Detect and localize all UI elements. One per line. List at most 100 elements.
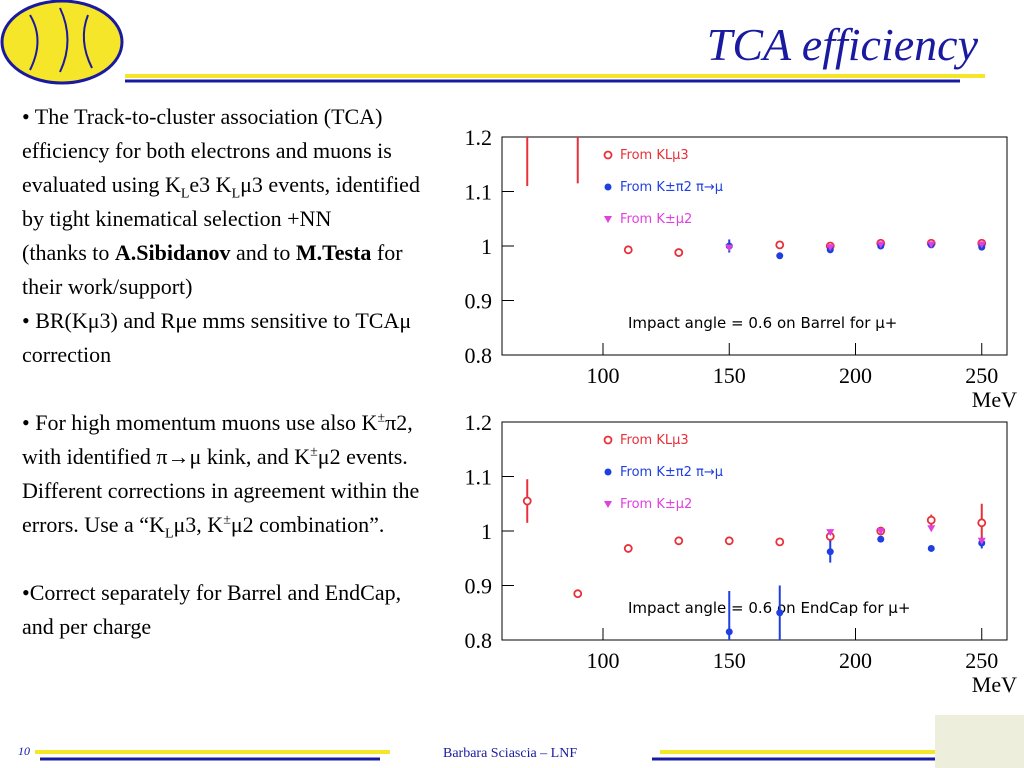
x-axis-label: MeV bbox=[972, 387, 1017, 410]
legend-marker bbox=[604, 183, 612, 191]
point bbox=[776, 252, 784, 260]
text: μ3, K bbox=[173, 512, 224, 537]
point bbox=[876, 528, 885, 535]
y-tick-label: 0.8 bbox=[465, 628, 493, 653]
point bbox=[573, 589, 583, 599]
x-tick-label: 200 bbox=[839, 648, 872, 673]
text: μ2 combination”. bbox=[230, 512, 385, 537]
legend-swatch bbox=[604, 501, 612, 508]
legend-label: From K±μ2 bbox=[620, 212, 692, 227]
point bbox=[776, 609, 784, 617]
text: A.Sibidanov bbox=[114, 240, 231, 265]
legend-marker bbox=[604, 216, 612, 223]
text: ± bbox=[377, 410, 386, 426]
y-tick-label: 1.1 bbox=[465, 180, 493, 205]
y-tick-label: 1.2 bbox=[465, 410, 493, 435]
legend-marker bbox=[603, 435, 613, 445]
point bbox=[623, 245, 633, 255]
legend-swatch bbox=[603, 150, 613, 160]
legend-swatch bbox=[604, 216, 612, 223]
text: • For high momentum muons use also K bbox=[22, 410, 378, 435]
text: μ2 events. Different corrections in agre… bbox=[22, 444, 420, 537]
point bbox=[674, 536, 684, 546]
legend-marker bbox=[603, 150, 613, 160]
text: π2, with identified π→μ kink, and K bbox=[22, 410, 413, 469]
text: • BR(Kμ3) and Rμe mms sensitive to TCAμ … bbox=[22, 308, 412, 367]
legend-marker bbox=[604, 468, 612, 476]
legend-item: From KLμ3 bbox=[603, 433, 689, 448]
point bbox=[775, 240, 785, 250]
text: for their work/support) bbox=[22, 240, 403, 299]
text: L bbox=[231, 186, 241, 202]
point bbox=[725, 244, 734, 252]
point bbox=[826, 548, 834, 556]
x-tick-label: 150 bbox=[713, 363, 746, 388]
point bbox=[826, 244, 835, 252]
legend-label: From K±μ2 bbox=[620, 497, 692, 512]
point bbox=[876, 241, 885, 249]
text: ± bbox=[310, 444, 318, 460]
legend-label: From KLμ3 bbox=[620, 433, 689, 448]
text: (thanks to bbox=[22, 240, 115, 265]
bullet: (thanks to A.Sibidanov and to M.Testa fo… bbox=[22, 236, 432, 304]
plot-area bbox=[526, 137, 987, 260]
x-axis-label: MeV bbox=[972, 672, 1017, 695]
y-tick-label: 1 bbox=[481, 519, 492, 544]
corner-image bbox=[935, 715, 1024, 768]
x-tick-label: 100 bbox=[587, 648, 620, 673]
x-tick-label: 100 bbox=[587, 363, 620, 388]
text: and to bbox=[230, 240, 296, 265]
y-tick-label: 1.2 bbox=[465, 125, 493, 150]
text: e3 K bbox=[189, 172, 232, 197]
x-tick-label: 150 bbox=[713, 648, 746, 673]
legend-swatch bbox=[604, 468, 612, 476]
plot-area bbox=[522, 479, 987, 640]
annotation: Impact angle = 0.6 on Barrel for μ+ bbox=[628, 314, 897, 332]
point bbox=[927, 525, 936, 533]
page-number: 10 bbox=[18, 744, 30, 758]
logo bbox=[0, 0, 124, 85]
logo-art bbox=[29, 7, 93, 73]
text: μ3 events, identified by tight kinematic… bbox=[22, 172, 420, 231]
bullet: • BR(Kμ3) and Rμe mms sensitive to TCAμ … bbox=[22, 304, 432, 372]
point bbox=[977, 537, 986, 545]
legend-item: From K±μ2 bbox=[604, 212, 692, 227]
point bbox=[927, 544, 935, 552]
text: L bbox=[164, 526, 174, 542]
x-tick-label: 200 bbox=[839, 363, 872, 388]
text: •Correct separately for Barrel and EndCa… bbox=[22, 580, 402, 639]
point bbox=[674, 248, 684, 257]
footer-author: Barbara Sciascia – LNF bbox=[443, 746, 578, 761]
legend-label: From KLμ3 bbox=[620, 148, 689, 163]
point bbox=[926, 515, 936, 525]
text: L bbox=[180, 186, 190, 202]
y-tick-label: 1.1 bbox=[465, 465, 493, 490]
legend-swatch bbox=[603, 435, 613, 445]
y-tick-label: 0.9 bbox=[465, 289, 493, 314]
x-tick-label: 250 bbox=[965, 363, 998, 388]
point bbox=[927, 241, 936, 249]
bullet: • For high momentum muons use also K±π2,… bbox=[22, 406, 432, 542]
legend-item: From K±π2 π→μ bbox=[604, 465, 723, 480]
point bbox=[724, 536, 734, 546]
legend-item: From K±μ2 bbox=[604, 497, 692, 512]
point bbox=[977, 518, 987, 528]
slide-body: • The Track-to-cluster association (TCA)… bbox=[22, 100, 432, 644]
text: M.Testa bbox=[295, 240, 372, 265]
legend-label: From K±π2 π→μ bbox=[620, 465, 723, 480]
point bbox=[725, 628, 733, 636]
y-tick-label: 0.9 bbox=[465, 574, 493, 599]
point bbox=[623, 544, 633, 553]
point bbox=[826, 529, 835, 537]
legend-swatch bbox=[604, 183, 612, 191]
x-tick-label: 250 bbox=[965, 648, 998, 673]
point bbox=[877, 535, 885, 543]
legend-marker bbox=[604, 501, 612, 508]
point bbox=[775, 537, 785, 547]
y-tick-label: 1 bbox=[481, 234, 492, 259]
legend-item: From KLμ3 bbox=[603, 148, 689, 163]
